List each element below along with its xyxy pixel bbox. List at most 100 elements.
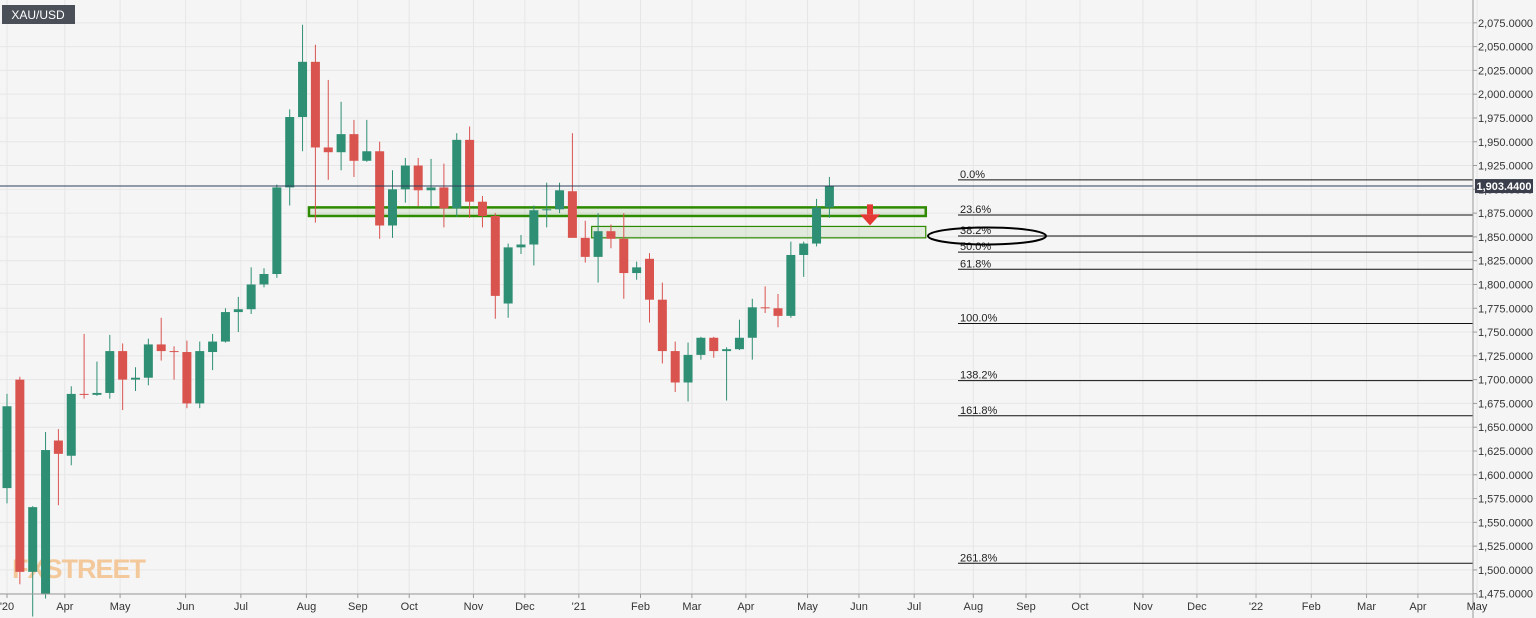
last-price-label: 1,903.4400: [1476, 181, 1531, 193]
candle-up: [66, 393, 76, 456]
candle-up: [542, 209, 552, 211]
fib-label: 61.8%: [960, 258, 991, 270]
x-tick-label: '20: [0, 601, 14, 613]
y-tick-label: 1,825.0000: [1478, 256, 1533, 268]
candle-down: [619, 238, 629, 274]
fib-label: 23.6%: [960, 204, 991, 216]
candle-down: [349, 134, 359, 161]
candle-up: [400, 165, 410, 190]
y-tick-label: 1,500.0000: [1478, 565, 1533, 577]
candle-up: [362, 151, 372, 161]
y-tick-label: 1,575.0000: [1478, 494, 1533, 506]
candle-down: [709, 337, 719, 352]
y-tick-label: 1,925.0000: [1478, 161, 1533, 173]
candle-up: [2, 406, 12, 489]
y-tick-label: 1,475.0000: [1478, 589, 1533, 601]
x-tick-label: Oct: [1071, 601, 1088, 613]
y-tick-label: 1,550.0000: [1478, 517, 1533, 529]
x-tick-label: Oct: [401, 601, 418, 613]
fibonacci-levels: 0.0%23.6%38.2%50.0%61.8%100.0%138.2%161.…: [958, 169, 1473, 564]
candle-up: [143, 344, 153, 378]
candle-up: [824, 186, 834, 208]
x-tick-label: Nov: [464, 601, 484, 613]
y-axis: 1,475.0000 1,500.0000 1,525.0000 1,550.0000…: [1473, 18, 1533, 601]
annotations: [860, 204, 1047, 246]
y-tick-label: 2,050.0000: [1478, 42, 1533, 54]
symbol-badge: XAU/USD: [2, 5, 75, 24]
fib-label: 161.8%: [960, 405, 998, 417]
fib-label: 100.0%: [960, 312, 998, 324]
x-tick-label: Sep: [348, 601, 368, 613]
candle-up: [593, 231, 603, 257]
candle-up: [747, 307, 757, 338]
x-tick-label: Mar: [682, 601, 701, 613]
y-tick-label: 1,775.0000: [1478, 303, 1533, 315]
x-tick-label: May: [1467, 601, 1488, 613]
candle-up: [246, 284, 256, 310]
candle-down: [477, 201, 487, 216]
candle-up: [336, 134, 346, 153]
candle-down: [15, 379, 25, 572]
candle-up: [298, 61, 308, 118]
candle-up: [734, 337, 744, 350]
candle-up: [632, 267, 642, 274]
candle-down: [773, 308, 783, 316]
candle-down: [645, 258, 654, 300]
candle-up: [105, 351, 115, 393]
candle-up: [41, 450, 51, 594]
candle-up: [812, 207, 822, 244]
y-tick-label: 1,600.0000: [1478, 470, 1533, 482]
x-tick-label: '21: [572, 601, 586, 613]
y-tick-label: 1,625.0000: [1478, 446, 1533, 458]
y-tick-label: 2,025.0000: [1478, 65, 1533, 77]
x-tick-label: Mar: [1357, 601, 1376, 613]
x-tick-label: May: [797, 601, 818, 613]
x-tick-label: Aug: [964, 601, 984, 613]
candle-down: [310, 61, 320, 148]
candles: [2, 24, 834, 617]
candle-up: [696, 337, 706, 355]
candle-up: [259, 274, 269, 285]
x-tick-label: Jul: [234, 601, 248, 613]
x-tick-label: Sep: [1016, 601, 1036, 613]
x-tick-label: Apr: [737, 601, 754, 613]
candle-down: [169, 351, 179, 353]
candle-down: [323, 147, 333, 153]
candle-up: [195, 351, 205, 404]
candle-up: [555, 190, 565, 210]
y-tick-label: 1,850.0000: [1478, 232, 1533, 244]
candle-down: [567, 191, 577, 238]
y-tick-label: 1,800.0000: [1478, 279, 1533, 291]
candle-down: [413, 165, 423, 191]
y-tick-label: 1,700.0000: [1478, 375, 1533, 387]
candle-down: [490, 215, 500, 296]
candle-down: [118, 351, 128, 380]
candle-down: [670, 351, 680, 383]
candle-up: [131, 377, 140, 380]
candle-up: [426, 187, 436, 191]
y-tick-label: 1,650.0000: [1478, 422, 1533, 434]
candle-up: [233, 309, 243, 313]
y-tick-label: 1,525.0000: [1478, 541, 1533, 553]
x-tick-label: Aug: [297, 601, 317, 613]
candle-up: [683, 354, 693, 383]
candle-up: [208, 341, 218, 353]
x-tick-label: Jul: [907, 601, 921, 613]
candle-down: [580, 237, 590, 257]
candle-up: [799, 243, 809, 255]
candle-up: [388, 189, 397, 226]
grid: [0, 0, 1478, 595]
fib-label: 261.8%: [960, 552, 998, 564]
support-zone: [591, 225, 927, 239]
symbol-label: XAU/USD: [11, 8, 65, 22]
y-tick-label: 2,075.0000: [1478, 18, 1533, 30]
x-tick-label: Apr: [56, 601, 73, 613]
y-tick-label: 1,725.0000: [1478, 351, 1533, 363]
y-tick-label: 1,675.0000: [1478, 398, 1533, 410]
candle-down: [156, 344, 166, 352]
x-tick-label: Nov: [1133, 601, 1153, 613]
candle-up: [28, 507, 38, 572]
y-tick-label: 1,750.0000: [1478, 327, 1533, 339]
